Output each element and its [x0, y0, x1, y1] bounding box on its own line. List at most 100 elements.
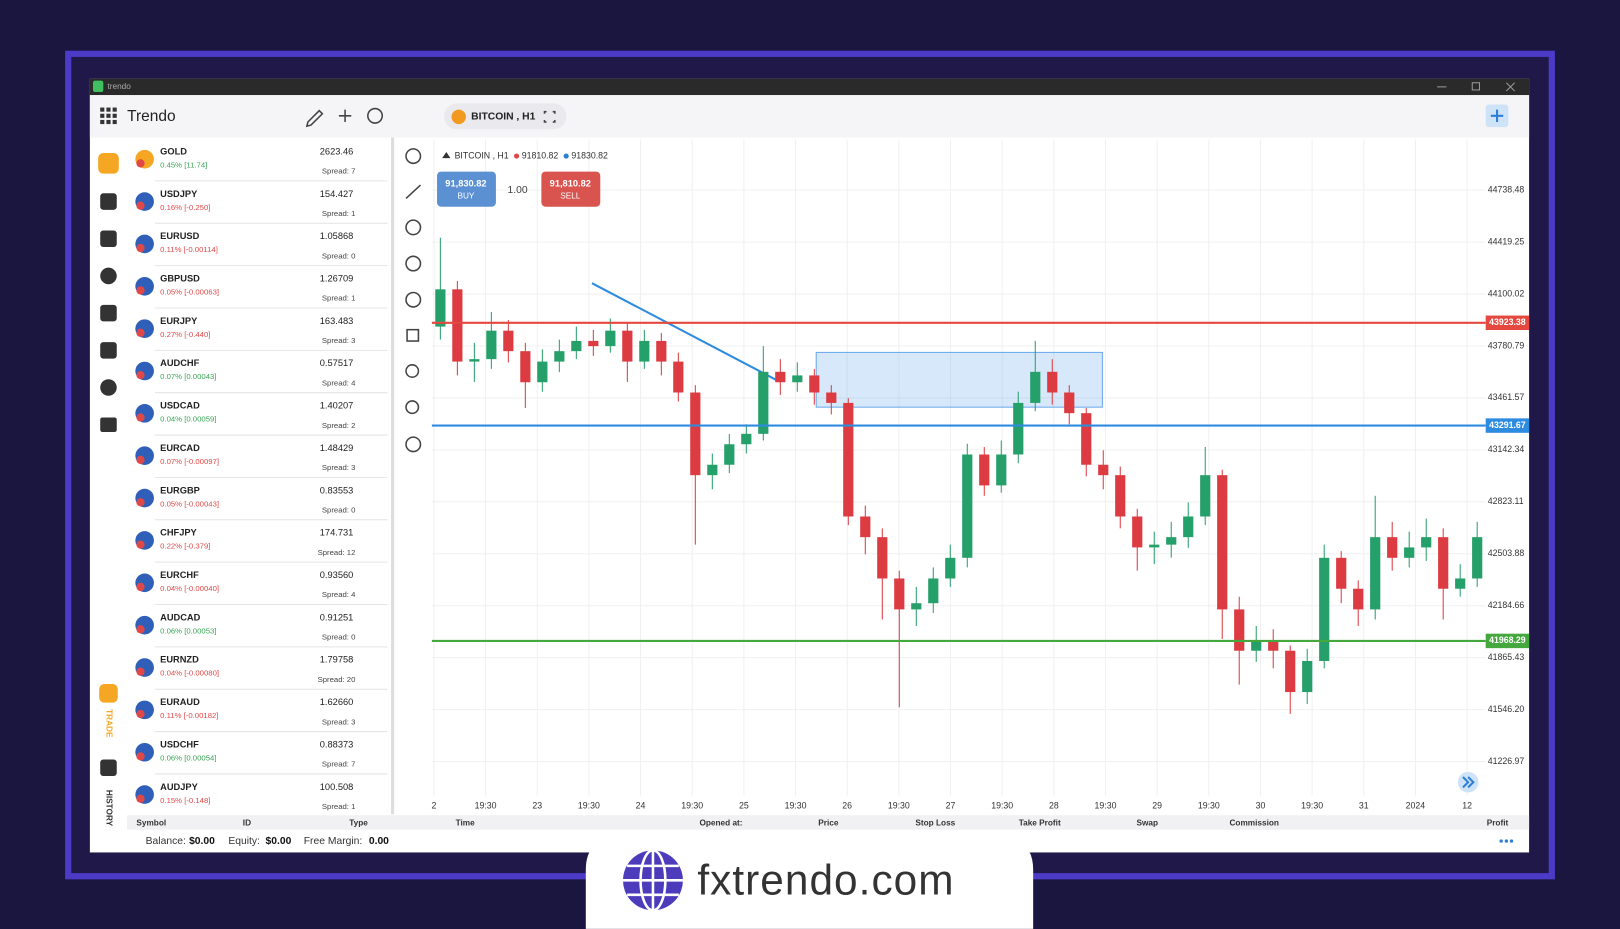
candle-body — [452, 289, 463, 362]
withdraw-icon[interactable] — [100, 230, 117, 248]
tool-indicator[interactable] — [405, 219, 422, 236]
y-tick-label: 42503.88 — [1488, 548, 1525, 558]
x-tick-label: 12 — [1462, 800, 1472, 810]
analytics-icon[interactable] — [100, 304, 117, 322]
price-level-tag — [1485, 418, 1530, 433]
trend-line — [591, 282, 778, 382]
symbol-spread: Spread: 0 — [322, 506, 356, 515]
symbol-change: 0.45% [11.74] — [160, 160, 207, 169]
candle-body — [962, 454, 973, 558]
app-icon — [92, 80, 104, 93]
apps-menu[interactable] — [100, 107, 117, 125]
symbol-spread: Spread: 20 — [318, 675, 356, 684]
deposit-icon[interactable] — [100, 193, 117, 210]
y-tick-label: 44100.02 — [1488, 288, 1525, 298]
candle-body — [1285, 650, 1296, 693]
symbol-change: 0.15% [-0.148] — [160, 796, 210, 805]
symbol-change: 0.05% [-0.00043] — [160, 499, 219, 508]
x-tick-label: 24 — [636, 800, 646, 810]
symbol-name: AUDCAD — [160, 612, 201, 622]
y-tick-label: 43461.57 — [1488, 392, 1525, 402]
flag-icon — [136, 752, 145, 761]
x-tick-label: 19:30 — [1198, 800, 1220, 810]
tool-clock[interactable] — [405, 148, 422, 165]
symbol-name: CHFJPY — [160, 528, 197, 538]
buy-label: BUY — [457, 192, 474, 201]
candle-body — [843, 402, 854, 517]
trade-icon[interactable] — [99, 684, 118, 703]
symbol-price: 163.483 — [320, 316, 354, 326]
add-button[interactable] — [338, 109, 352, 123]
symbol-change: 0.05% [-0.00063] — [160, 288, 219, 297]
flag-icon — [136, 794, 145, 803]
x-tick-label: 26 — [842, 800, 852, 810]
candle-body — [1013, 402, 1024, 455]
collapse-arrow — [442, 151, 451, 159]
flag-icon — [136, 159, 145, 168]
history-clock-icon[interactable] — [100, 379, 117, 396]
tool-target[interactable] — [405, 255, 422, 272]
y-tick-label: 41226.97 — [1488, 756, 1525, 766]
symbol-price: 1.62660 — [320, 697, 354, 707]
symbol-price: 1.40207 — [320, 401, 354, 411]
equity: $0.00 — [266, 836, 292, 847]
tool-settings[interactable] — [405, 436, 422, 453]
candle-body — [1319, 557, 1330, 661]
symbol-price: 0.93560 — [320, 570, 354, 580]
symbol-price: 0.57517 — [320, 358, 354, 368]
more-button[interactable] — [1499, 839, 1514, 843]
buy-button[interactable] — [437, 171, 496, 207]
candle-body — [1251, 640, 1262, 651]
price-level-label: 41968.29 — [1489, 635, 1526, 645]
x-tick-label: 19:30 — [888, 800, 910, 810]
column-header: Symbol — [136, 819, 166, 828]
chart-tab[interactable] — [444, 103, 567, 130]
tool-zoom-in[interactable] — [405, 364, 420, 378]
signal-icon[interactable] — [100, 267, 117, 285]
y-tick-label: 41546.20 — [1488, 704, 1525, 714]
close-button[interactable] — [1505, 82, 1515, 92]
candle-body — [1030, 371, 1041, 403]
tool-line[interactable] — [405, 184, 422, 200]
app-name: Trendo — [127, 108, 175, 125]
balance-label: Balance: — [146, 836, 186, 847]
equity-label: Equity: — [228, 836, 260, 847]
chat-button[interactable] — [367, 107, 384, 124]
symbol-spread: Spread: 2 — [322, 421, 356, 430]
symbol-spread: Spread: 1 — [322, 802, 356, 811]
watchlist-icon[interactable] — [98, 153, 119, 174]
tool-zoom-out[interactable] — [405, 400, 420, 415]
gift-icon[interactable] — [100, 417, 117, 432]
symbol-spread: Spread: 3 — [322, 336, 356, 345]
history-icon[interactable] — [100, 759, 117, 776]
x-tick-label: 19:30 — [785, 800, 807, 810]
flag-icon — [136, 243, 145, 253]
history-tab[interactable]: HISTORY — [104, 790, 113, 827]
symbol-spread: Spread: 12 — [318, 548, 356, 557]
tool-copy[interactable] — [406, 328, 420, 342]
plus-icon — [1490, 109, 1504, 123]
globe-logo — [622, 849, 683, 912]
tool-add[interactable] — [405, 291, 422, 308]
draw-button[interactable] — [305, 109, 324, 128]
candle-body — [622, 330, 633, 362]
symbol-name: GOLD — [160, 146, 187, 156]
candle-body — [1098, 464, 1109, 476]
symbol-spread: Spread: 0 — [322, 251, 356, 260]
trade-tab[interactable]: TRADE — [104, 709, 113, 738]
column-header: Type — [349, 819, 368, 828]
symbol-price: 174.731 — [320, 528, 354, 538]
x-tick-label: 25 — [739, 800, 749, 810]
candle-body — [1421, 537, 1432, 548]
fullscreen-button[interactable] — [543, 110, 556, 123]
symbol-price: 100.508 — [320, 782, 354, 792]
zone-rectangle — [815, 351, 1103, 408]
candle-body — [605, 330, 616, 347]
flag-icon — [136, 667, 145, 676]
symbol-price: 2623.46 — [320, 146, 354, 156]
sell-button[interactable] — [541, 171, 601, 207]
calendar7-icon[interactable] — [100, 342, 117, 359]
symbol-price: 1.79758 — [320, 655, 354, 665]
candle-body — [639, 340, 650, 362]
maximize-button[interactable] — [1471, 82, 1481, 91]
